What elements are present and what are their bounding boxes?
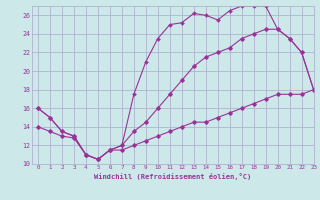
X-axis label: Windchill (Refroidissement éolien,°C): Windchill (Refroidissement éolien,°C) <box>94 173 252 180</box>
